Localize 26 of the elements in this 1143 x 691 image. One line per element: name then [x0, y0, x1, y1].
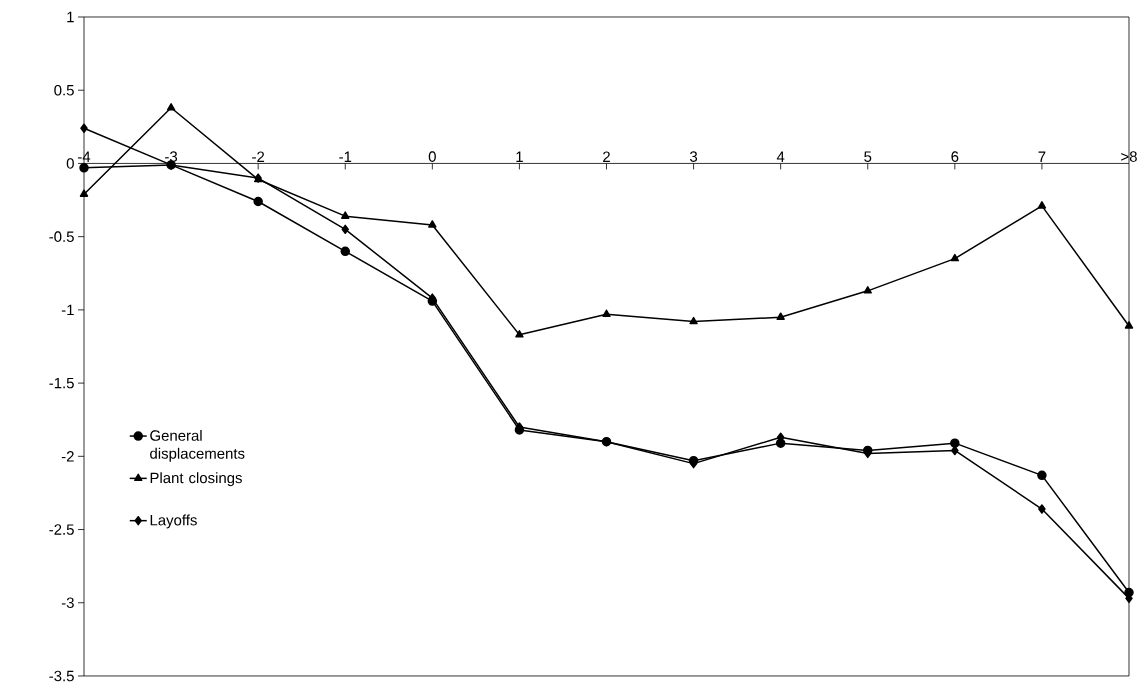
y-tick-label: -3.5 — [49, 670, 74, 682]
x-tick-label: 7 — [1038, 151, 1046, 162]
y-tick-label: -2.5 — [49, 524, 74, 535]
x-tick-label: 0 — [428, 151, 436, 162]
y-tick-label: -0.5 — [49, 231, 74, 242]
x-tick-label: 4 — [776, 151, 785, 162]
y-tick-label: -2 — [61, 451, 74, 462]
x-tick-label: 3 — [689, 151, 698, 162]
x-tick-label: >8 — [1121, 151, 1137, 162]
x-tick-label: -4 — [78, 151, 91, 162]
y-tick-label: -3 — [61, 597, 74, 609]
x-tick-label: 1 — [516, 151, 523, 162]
x-tick-label: -2 — [252, 151, 265, 162]
x-tick-label: -3 — [165, 151, 178, 162]
y-tick-label: 0 — [66, 158, 74, 169]
y-tick-label: 1 — [67, 11, 74, 23]
x-tick-label: 6 — [951, 151, 959, 162]
legend-label: Layoffs — [150, 514, 197, 529]
x-tick-label: 2 — [603, 151, 610, 162]
legend-label: General displacements — [150, 429, 245, 462]
y-tick-label: 0.5 — [54, 84, 74, 96]
x-tick-label: 5 — [864, 151, 872, 162]
y-tick-label: -1.5 — [49, 377, 74, 389]
y-tick-label: -1 — [61, 304, 74, 316]
x-tick-label: -1 — [339, 151, 352, 162]
legend-label: Plant closings — [150, 472, 242, 487]
